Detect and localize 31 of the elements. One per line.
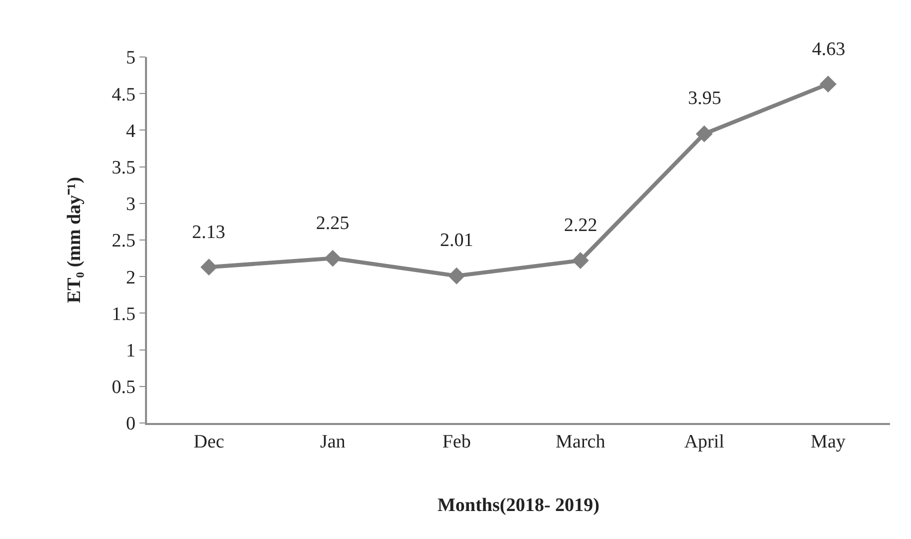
data-label: 4.63 xyxy=(812,39,846,60)
data-label: 3.95 xyxy=(688,88,722,109)
x-tick-label: May xyxy=(810,432,846,453)
y-tick-label: 1 xyxy=(126,340,136,362)
y-tick-label: 0 xyxy=(126,414,136,435)
y-tick-label: 4 xyxy=(126,120,136,142)
x-tick-label: Feb xyxy=(442,432,471,453)
y-tick-label: 4.5 xyxy=(112,84,136,106)
y-tick-label: 2 xyxy=(126,267,136,288)
y-tick-label: 3.5 xyxy=(112,157,136,178)
point xyxy=(572,252,589,269)
y-axis-title: ET₀ (mm day⁻¹) xyxy=(64,176,86,304)
x-tick-label: Dec xyxy=(194,432,224,453)
point xyxy=(696,125,713,142)
point xyxy=(200,258,218,276)
point xyxy=(324,250,342,267)
data-label: 2.13 xyxy=(192,222,226,243)
x-tick-label: April xyxy=(684,432,724,453)
y-tick-label: 2.5 xyxy=(112,230,136,252)
x-axis-title: Months(2018- 2019) xyxy=(437,494,600,516)
x-tick-label: Jan xyxy=(320,432,346,453)
y-tick-label: 5 xyxy=(126,48,136,69)
y-tick-label: 1.5 xyxy=(112,304,136,325)
point xyxy=(820,76,837,93)
data-label: 2.01 xyxy=(440,230,474,251)
data-label: 2.22 xyxy=(564,215,598,236)
y-tick-label: 0.5 xyxy=(112,377,136,398)
x-tick-label: March xyxy=(556,432,606,453)
data-label: 2.25 xyxy=(316,213,350,234)
y-tick-label: 3 xyxy=(126,194,136,216)
point xyxy=(448,267,466,284)
